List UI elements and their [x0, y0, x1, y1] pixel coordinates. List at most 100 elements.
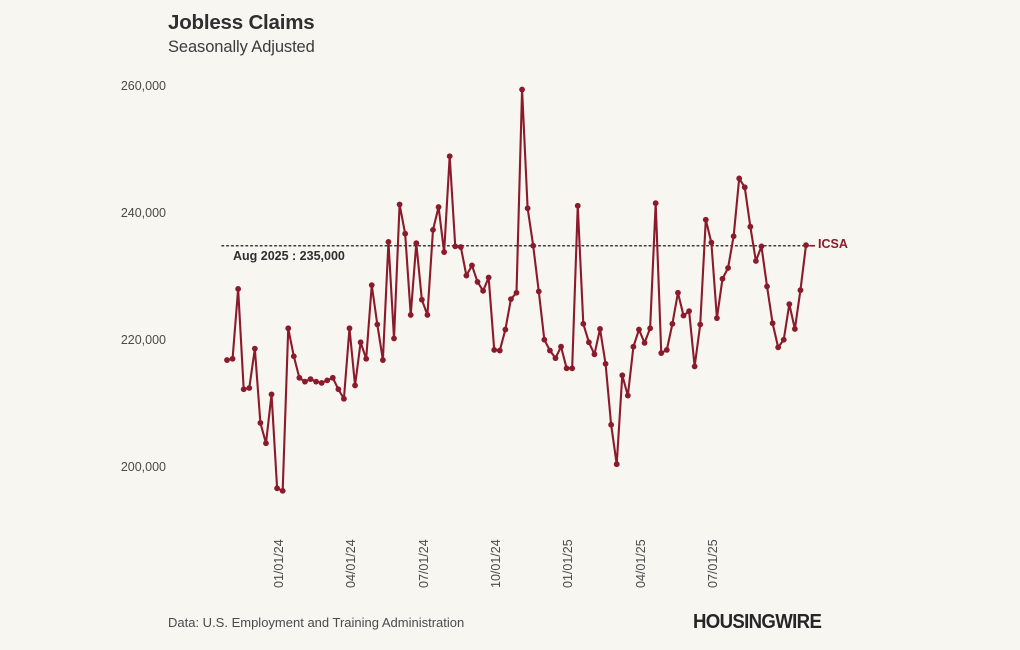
data-point[interactable]: [296, 374, 303, 381]
data-point[interactable]: [329, 374, 336, 381]
data-point[interactable]: [669, 320, 676, 327]
data-point[interactable]: [686, 308, 692, 315]
data-point[interactable]: [591, 351, 598, 358]
data-point[interactable]: [775, 344, 782, 351]
data-point[interactable]: [341, 395, 347, 402]
data-point[interactable]: [764, 283, 770, 290]
data-point[interactable]: [452, 243, 459, 250]
data-point[interactable]: [469, 262, 475, 269]
data-point[interactable]: [519, 86, 525, 93]
data-point[interactable]: [224, 357, 230, 363]
data-point[interactable]: [619, 372, 626, 379]
data-point[interactable]: [663, 346, 670, 353]
data-point[interactable]: [396, 201, 403, 208]
data-point[interactable]: [229, 355, 236, 362]
data-point[interactable]: [675, 289, 681, 296]
data-point[interactable]: [379, 357, 386, 363]
data-point[interactable]: [613, 461, 620, 468]
data-point[interactable]: [285, 325, 292, 332]
data-point[interactable]: [430, 226, 436, 233]
data-point[interactable]: [424, 312, 431, 318]
data-point[interactable]: [268, 391, 275, 398]
data-point[interactable]: [658, 350, 665, 356]
data-point[interactable]: [513, 289, 520, 296]
data-point[interactable]: [240, 386, 247, 393]
data-point[interactable]: [602, 360, 609, 367]
data-point[interactable]: [357, 339, 364, 346]
data-point[interactable]: [741, 184, 748, 191]
data-point[interactable]: [257, 420, 264, 426]
data-point[interactable]: [279, 487, 286, 494]
data-point[interactable]: [402, 230, 409, 237]
data-point[interactable]: [324, 377, 331, 384]
data-point[interactable]: [803, 242, 809, 249]
data-point[interactable]: [524, 205, 531, 212]
data-point[interactable]: [714, 315, 720, 322]
data-point[interactable]: [702, 216, 709, 223]
data-point[interactable]: [502, 326, 509, 333]
data-point[interactable]: [574, 202, 581, 209]
data-point[interactable]: [463, 272, 470, 279]
data-point[interactable]: [346, 325, 353, 332]
data-point[interactable]: [485, 274, 492, 281]
data-point[interactable]: [697, 321, 704, 328]
data-point[interactable]: [641, 340, 648, 346]
data-point[interactable]: [535, 288, 542, 295]
data-point[interactable]: [302, 378, 308, 385]
data-point[interactable]: [251, 345, 258, 352]
data-point[interactable]: [474, 279, 481, 285]
data-point[interactable]: [368, 282, 375, 289]
data-point[interactable]: [335, 386, 342, 393]
data-point[interactable]: [496, 347, 503, 354]
data-point[interactable]: [363, 355, 370, 362]
data-point[interactable]: [708, 239, 715, 246]
data-point[interactable]: [597, 326, 603, 332]
data-point[interactable]: [547, 347, 553, 354]
data-point[interactable]: [636, 326, 642, 333]
data-point[interactable]: [413, 240, 420, 247]
data-point[interactable]: [747, 223, 754, 230]
data-point[interactable]: [585, 339, 592, 346]
data-point[interactable]: [530, 242, 537, 249]
data-point[interactable]: [691, 363, 698, 370]
data-point[interactable]: [725, 265, 731, 271]
data-point[interactable]: [407, 312, 414, 318]
data-point[interactable]: [647, 325, 654, 332]
data-point[interactable]: [541, 336, 548, 343]
data-point[interactable]: [786, 301, 793, 308]
data-point[interactable]: [418, 296, 425, 303]
data-point[interactable]: [652, 200, 659, 207]
data-point[interactable]: [435, 204, 442, 210]
data-point[interactable]: [235, 286, 242, 292]
data-point[interactable]: [791, 326, 798, 332]
data-point[interactable]: [263, 440, 269, 447]
data-point[interactable]: [441, 249, 448, 256]
data-point[interactable]: [608, 421, 615, 428]
data-point[interactable]: [736, 175, 743, 182]
data-point[interactable]: [290, 353, 297, 360]
data-point[interactable]: [385, 239, 392, 245]
data-point[interactable]: [558, 343, 564, 350]
data-point[interactable]: [352, 382, 358, 389]
data-point[interactable]: [569, 365, 576, 372]
data-point[interactable]: [797, 287, 804, 294]
data-point[interactable]: [780, 336, 787, 343]
data-point[interactable]: [730, 233, 737, 240]
data-point[interactable]: [307, 376, 314, 382]
data-point[interactable]: [580, 320, 587, 327]
data-point[interactable]: [680, 312, 687, 319]
data-point[interactable]: [374, 321, 381, 328]
data-point[interactable]: [480, 287, 486, 294]
data-point[interactable]: [274, 485, 281, 492]
data-point[interactable]: [752, 258, 759, 264]
data-point[interactable]: [446, 153, 453, 160]
data-point[interactable]: [624, 392, 631, 399]
data-point[interactable]: [318, 380, 325, 386]
data-point[interactable]: [246, 385, 253, 391]
data-point[interactable]: [769, 320, 776, 327]
data-point[interactable]: [563, 365, 570, 372]
data-point[interactable]: [491, 346, 498, 353]
data-point[interactable]: [630, 343, 637, 350]
data-point[interactable]: [391, 335, 397, 342]
data-point[interactable]: [457, 244, 464, 250]
